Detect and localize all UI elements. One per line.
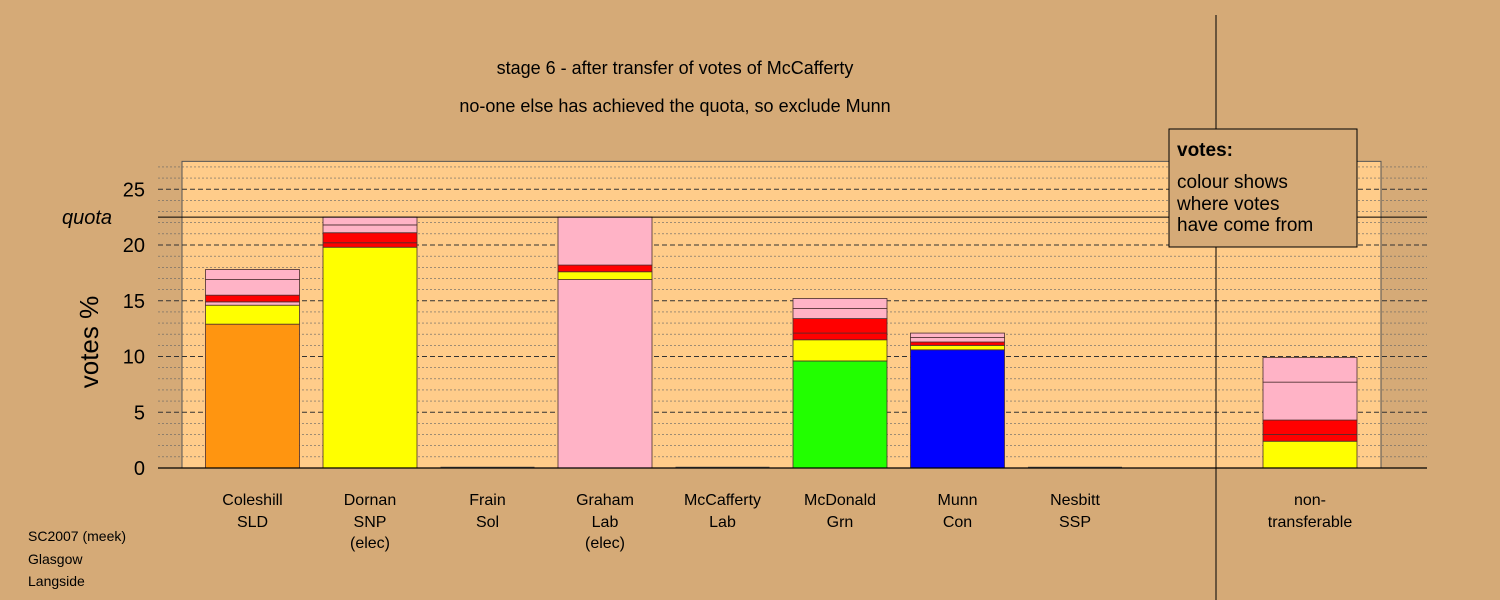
y-tick-label: 25 — [123, 179, 145, 201]
bar-segment — [322, 216, 418, 226]
bar-segment — [205, 323, 300, 469]
nontransferable-label-line-2: transferable — [1268, 514, 1353, 531]
candidate-party-mccafferty: Lab — [709, 514, 736, 531]
bar-segment — [1262, 357, 1358, 383]
bar-segment — [205, 279, 300, 296]
bar-segment — [792, 360, 888, 469]
candidate-name-graham: Graham — [576, 492, 634, 509]
candidate-party-coleshill: SLD — [237, 514, 268, 531]
candidate-name-mccafferty: McCafferty — [684, 492, 761, 509]
y-tick-label: 0 — [134, 458, 145, 480]
y-tick-label: 5 — [134, 402, 145, 424]
bar-coleshill — [205, 269, 300, 469]
footer-line-2: Glasgow — [28, 551, 83, 567]
bar-segment — [322, 246, 418, 469]
bar-segment — [557, 264, 653, 273]
footer-line-1: SC2007 (meek) — [28, 528, 126, 544]
bar-munn — [910, 332, 1005, 469]
bar-segment — [792, 298, 888, 309]
bar-segment — [557, 279, 653, 469]
candidate-note-graham: (elec) — [585, 535, 625, 552]
candidate-party-munn: Con — [943, 514, 972, 531]
bar-segment — [792, 308, 888, 319]
bar-segment — [322, 224, 418, 234]
bar-nontransferable — [1262, 357, 1358, 469]
bar-segment — [910, 349, 1005, 469]
bar-segment — [322, 242, 418, 248]
bar-segment — [910, 341, 1005, 346]
y-tick-label: 20 — [123, 235, 145, 257]
quota-label: quota — [62, 207, 112, 229]
bars — [205, 216, 1358, 469]
legend-line-2: where votes — [1176, 194, 1279, 215]
bar-segment — [1262, 419, 1358, 435]
candidate-name-mcdonald: McDonald — [804, 492, 876, 509]
legend-title: votes: — [1177, 140, 1233, 161]
chart-subtitle: no-one else has achieved the quota, so e… — [459, 96, 890, 116]
bar-segment — [557, 216, 653, 266]
x-axis-labels: Coleshill SLD Dornan SNP (elec) Frain Sol Graha… — [222, 492, 1352, 552]
candidate-party-mcdonald: Grn — [827, 514, 854, 531]
footer: SC2007 (meek) Glasgow Langside — [28, 528, 126, 589]
candidate-name-frain: Frain — [469, 492, 505, 509]
y-axis-ticks: 0 5 10 15 20 25 — [123, 179, 145, 480]
bar-segment — [1262, 434, 1358, 442]
bar-segment — [792, 332, 888, 341]
bar-segment — [322, 232, 418, 244]
bar-segment — [1262, 381, 1358, 421]
y-tick-label: 15 — [123, 291, 145, 313]
bar-segment — [792, 339, 888, 362]
chart-title: stage 6 - after transfer of votes of McC… — [497, 58, 854, 78]
bar-segment — [205, 294, 300, 303]
bar-dornan — [322, 216, 418, 469]
legend: votes: colour shows where votes have com… — [1168, 128, 1358, 248]
bar-segment — [910, 337, 1005, 343]
candidate-name-dornan: Dornan — [344, 492, 396, 509]
candidate-party-frain: Sol — [476, 514, 499, 531]
footer-line-3: Langside — [28, 573, 85, 589]
candidate-name-nesbitt: Nesbitt — [1050, 492, 1100, 509]
bar-segment — [1262, 440, 1358, 469]
bar-segment — [205, 269, 300, 280]
candidate-note-dornan: (elec) — [350, 535, 390, 552]
y-tick-label: 10 — [123, 347, 145, 369]
candidate-party-graham: Lab — [592, 514, 619, 531]
legend-line-1: colour shows — [1177, 172, 1288, 193]
bar-segment — [792, 318, 888, 334]
bar-segment — [910, 344, 1005, 351]
bar-segment — [205, 304, 300, 325]
legend-box — [1168, 128, 1358, 248]
bar-graham — [557, 216, 653, 469]
bar-segment — [910, 332, 1005, 338]
legend-line-3: have come from — [1177, 215, 1313, 236]
nontransferable-label-line-1: non- — [1294, 492, 1326, 509]
y-axis-label: votes % — [74, 296, 104, 389]
bar-segment — [205, 301, 300, 306]
bar-mcdonald — [792, 298, 888, 469]
candidate-name-munn: Munn — [937, 492, 977, 509]
candidate-party-nesbitt: SSP — [1059, 514, 1091, 531]
candidate-party-dornan: SNP — [354, 514, 387, 531]
bar-segment — [557, 271, 653, 280]
candidate-name-coleshill: Coleshill — [222, 492, 282, 509]
